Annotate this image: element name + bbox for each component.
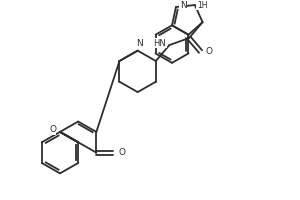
Text: N: N	[136, 39, 143, 48]
Text: O: O	[118, 148, 125, 157]
Text: N: N	[180, 1, 187, 10]
Text: O: O	[206, 47, 212, 56]
Text: HN: HN	[154, 39, 166, 48]
Text: O: O	[49, 125, 56, 134]
Text: 1H: 1H	[197, 1, 207, 10]
